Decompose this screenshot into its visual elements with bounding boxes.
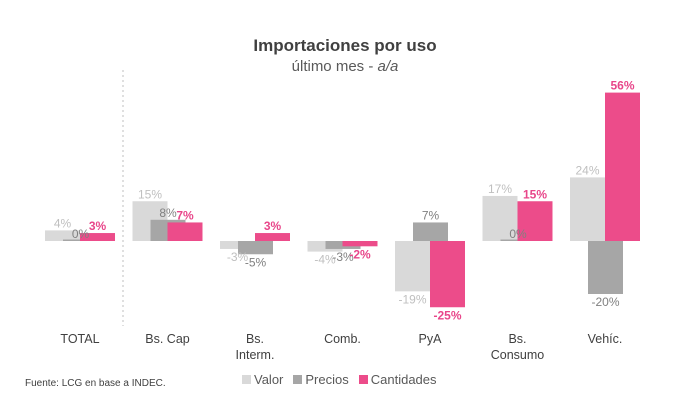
legend-label: Valor [254, 372, 284, 387]
category-label: PyA [419, 332, 443, 346]
bar-precios [588, 241, 623, 294]
data-label-precios: 7% [422, 208, 440, 222]
data-label-valor: -3% [227, 250, 249, 264]
bar-valor [307, 241, 343, 252]
legend-label: Precios [305, 372, 349, 387]
bar-valor [395, 241, 430, 292]
category-label: TOTAL [60, 332, 99, 346]
bar-cantidades [255, 233, 290, 241]
chart-title: Importaciones por uso [253, 36, 437, 55]
subtitle-text: último mes - [291, 58, 378, 75]
data-label-precios: -20% [591, 295, 619, 309]
category-label: Bs. Cap [145, 332, 190, 346]
data-label-valor: 4% [54, 216, 72, 230]
bar-cantidades [167, 222, 203, 241]
data-label-valor: -19% [398, 292, 426, 306]
bar-cantidades [80, 233, 115, 241]
legend-item-cantidades: Cantidades [358, 372, 437, 387]
category-label: Bs. [246, 332, 264, 346]
source-note: Fuente: LCG en base a INDEC. [25, 378, 166, 389]
bar-precios [238, 241, 273, 255]
legend-swatch [358, 375, 368, 384]
category-label: Bs. [508, 332, 526, 346]
bar-valor [220, 241, 255, 249]
data-label-valor: 24% [575, 163, 599, 177]
data-label-valor: 15% [138, 187, 162, 201]
category-label: Interm. [236, 348, 275, 362]
subtitle-italic: a/a [377, 58, 399, 75]
data-label-cantidades: 15% [523, 187, 547, 201]
data-label-cantidades: 3% [89, 219, 107, 233]
category-label: Consumo [491, 348, 545, 362]
data-label-cantidades: 7% [176, 208, 194, 222]
legend-item-valor: Valor [242, 372, 283, 387]
data-label-precios: 8% [159, 206, 177, 220]
bar-valor [45, 230, 80, 241]
bar-cantidades [517, 201, 553, 241]
data-label-precios: -5% [245, 255, 267, 269]
data-label-cantidades: 56% [610, 79, 634, 93]
data-label-cantidades: 3% [264, 219, 282, 233]
category-label: Vehíc. [588, 332, 623, 346]
legend-swatch [242, 375, 251, 384]
data-label-precios: -3% [332, 250, 354, 264]
data-label-precios: 0% [509, 227, 527, 241]
data-label-precios: 0% [72, 227, 90, 241]
category-label: Comb. [324, 332, 361, 346]
chart-subtitle: último mes - a/a [0, 58, 690, 75]
data-label-cantidades: -25% [433, 308, 461, 322]
bar-valor [570, 177, 605, 241]
legend-item-precios: Precios [293, 372, 349, 387]
legend: Valor Precios Cantidades [242, 372, 437, 387]
bar-precios [413, 222, 448, 241]
bar-valor [482, 195, 518, 241]
bar-cantidades [605, 92, 640, 241]
bar-cantidades [342, 241, 378, 247]
legend-swatch [293, 375, 303, 384]
bar-cantidades [430, 241, 465, 308]
data-label-valor: 17% [488, 182, 512, 196]
data-label-valor: -4% [314, 253, 336, 267]
data-label-cantidades: -2% [349, 247, 371, 261]
legend-label: Cantidades [370, 372, 437, 387]
